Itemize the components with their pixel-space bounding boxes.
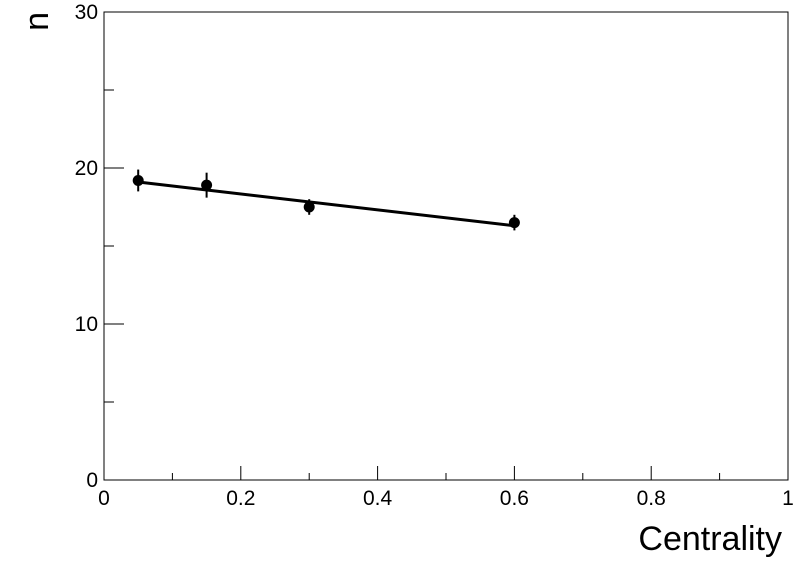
x-axis-ticks xyxy=(103,466,789,480)
fit-line xyxy=(138,180,515,228)
x-tick-label: 0.6 xyxy=(500,487,529,510)
x-tick-label: 0 xyxy=(98,487,110,510)
x-tick-label: 0.4 xyxy=(363,487,393,510)
y-axis-tick-labels: 0 10 20 30 xyxy=(75,1,98,492)
x-axis-tick-labels: 0 0.2 0.4 0.6 0.8 1 xyxy=(98,487,794,510)
data-point xyxy=(508,217,520,229)
y-tick-label: 10 xyxy=(75,313,98,336)
data-point xyxy=(132,174,144,186)
data-marks xyxy=(132,169,520,231)
data-point xyxy=(303,201,315,213)
plot-frame xyxy=(103,11,789,481)
x-tick-label: 1 xyxy=(782,487,794,510)
x-tick-label: 0.8 xyxy=(637,487,666,510)
data-point xyxy=(201,179,213,191)
y-axis-ticks xyxy=(104,11,124,481)
y-axis-title: n xyxy=(18,12,56,31)
y-tick-label: 0 xyxy=(86,469,98,492)
x-tick-label: 0.2 xyxy=(226,487,255,510)
x-axis-title: Centrality xyxy=(638,520,782,558)
y-tick-label: 30 xyxy=(75,1,98,24)
y-tick-label: 20 xyxy=(75,157,98,180)
